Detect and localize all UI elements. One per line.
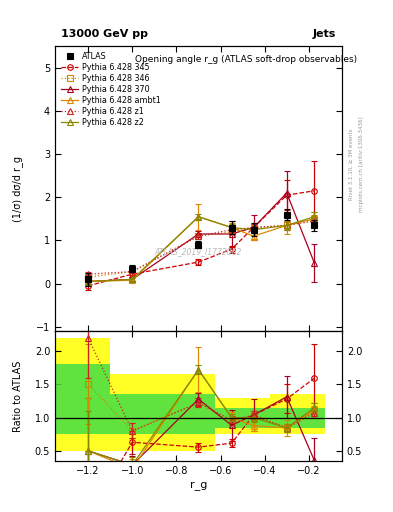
Text: Jets: Jets <box>313 29 336 39</box>
Legend: ATLAS, Pythia 6.428 345, Pythia 6.428 346, Pythia 6.428 370, Pythia 6.428 ambt1,: ATLAS, Pythia 6.428 345, Pythia 6.428 34… <box>59 50 163 129</box>
Y-axis label: (1/σ) dσ/d r_g: (1/σ) dσ/d r_g <box>13 156 24 222</box>
Text: mcplots.cern.ch [arXiv:1306.3436]: mcplots.cern.ch [arXiv:1306.3436] <box>359 116 364 211</box>
X-axis label: r_g: r_g <box>190 481 207 491</box>
Text: 13000 GeV pp: 13000 GeV pp <box>61 29 148 39</box>
Text: Opening angle r_g (ATLAS soft-drop observables): Opening angle r_g (ATLAS soft-drop obser… <box>135 55 358 63</box>
Y-axis label: Ratio to ATLAS: Ratio to ATLAS <box>13 360 24 432</box>
Text: Rivet 3.1.10, ≥ 3M events: Rivet 3.1.10, ≥ 3M events <box>349 128 354 200</box>
Text: ATLAS_2019_I1772062: ATLAS_2019_I1772062 <box>155 247 242 256</box>
